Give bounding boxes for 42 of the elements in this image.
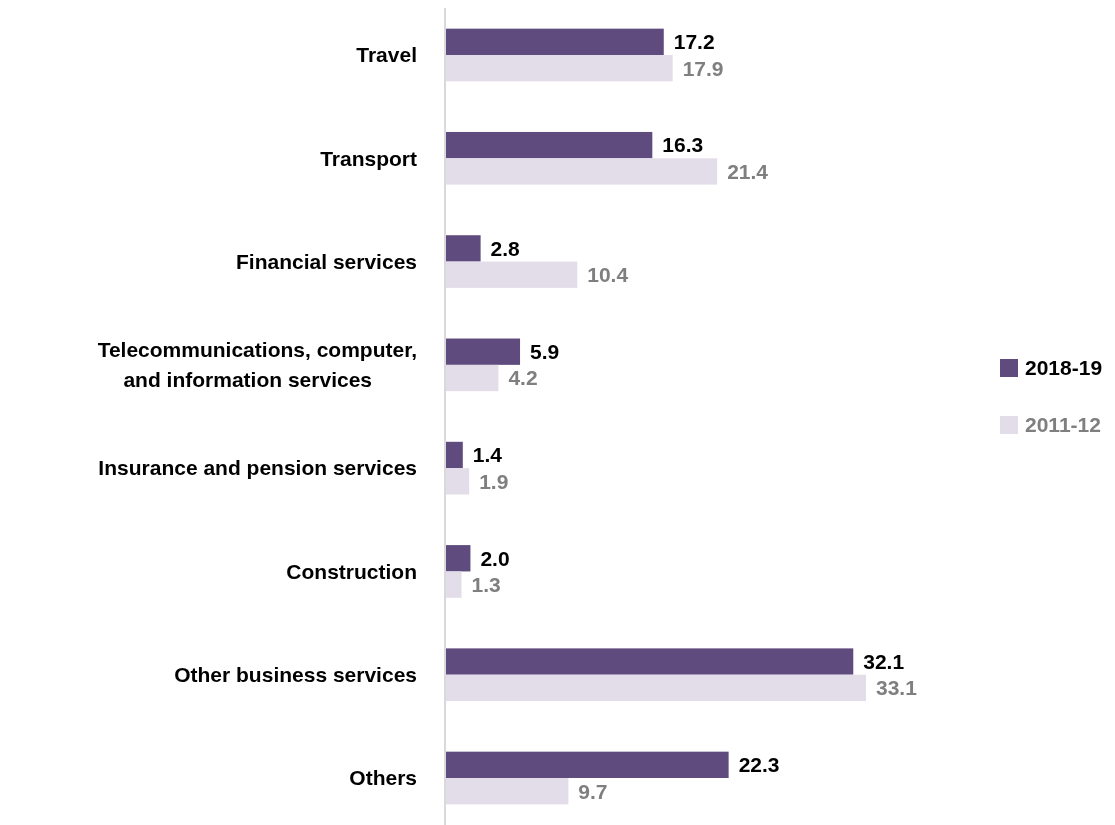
legend-label: 2011-12 xyxy=(1025,413,1101,437)
data-label: 33.1 xyxy=(876,676,918,700)
bar xyxy=(445,158,718,185)
bar xyxy=(445,778,569,805)
data-label: 2.8 xyxy=(490,236,521,260)
bar xyxy=(445,261,578,288)
legend-label: 2018-19 xyxy=(1025,356,1103,380)
bar xyxy=(445,648,854,675)
data-label: 1.9 xyxy=(479,469,509,493)
bar xyxy=(445,545,471,572)
y-tick-label: Other business services xyxy=(174,663,417,687)
data-label: 1.3 xyxy=(471,572,501,596)
bar xyxy=(445,28,664,55)
data-label: 10.4 xyxy=(587,263,629,287)
y-tick-label: Transport xyxy=(320,146,417,170)
bar xyxy=(445,674,866,702)
data-label: 1.4 xyxy=(472,443,503,467)
y-tick-label: Others xyxy=(349,766,417,790)
bar xyxy=(445,338,521,365)
y-tick-label: Telecommunications, computer, and information services xyxy=(97,338,417,392)
bar xyxy=(445,131,653,159)
data-label: 16.3 xyxy=(662,133,704,157)
y-tick-label: Construction xyxy=(286,559,417,583)
y-tick-label: Travel xyxy=(356,43,417,67)
data-label: 2.0 xyxy=(480,546,510,570)
data-label: 21.4 xyxy=(727,159,769,183)
data-label: 17.9 xyxy=(682,56,724,80)
bar xyxy=(445,364,499,392)
bar xyxy=(445,235,481,262)
y-tick-label: Financial services xyxy=(236,249,417,273)
data-label: 22.3 xyxy=(738,753,780,777)
bar xyxy=(445,751,729,778)
data-label: 5.9 xyxy=(530,340,560,364)
data-label: 9.7 xyxy=(578,779,608,803)
data-label: 4.2 xyxy=(508,366,538,390)
bar xyxy=(445,55,673,82)
bar xyxy=(445,468,470,495)
data-label: 32.1 xyxy=(863,649,905,673)
data-label: 17.2 xyxy=(673,30,715,54)
bar xyxy=(445,441,463,469)
y-tick-label: Insurance and pension services xyxy=(98,456,417,480)
bar xyxy=(445,571,462,598)
